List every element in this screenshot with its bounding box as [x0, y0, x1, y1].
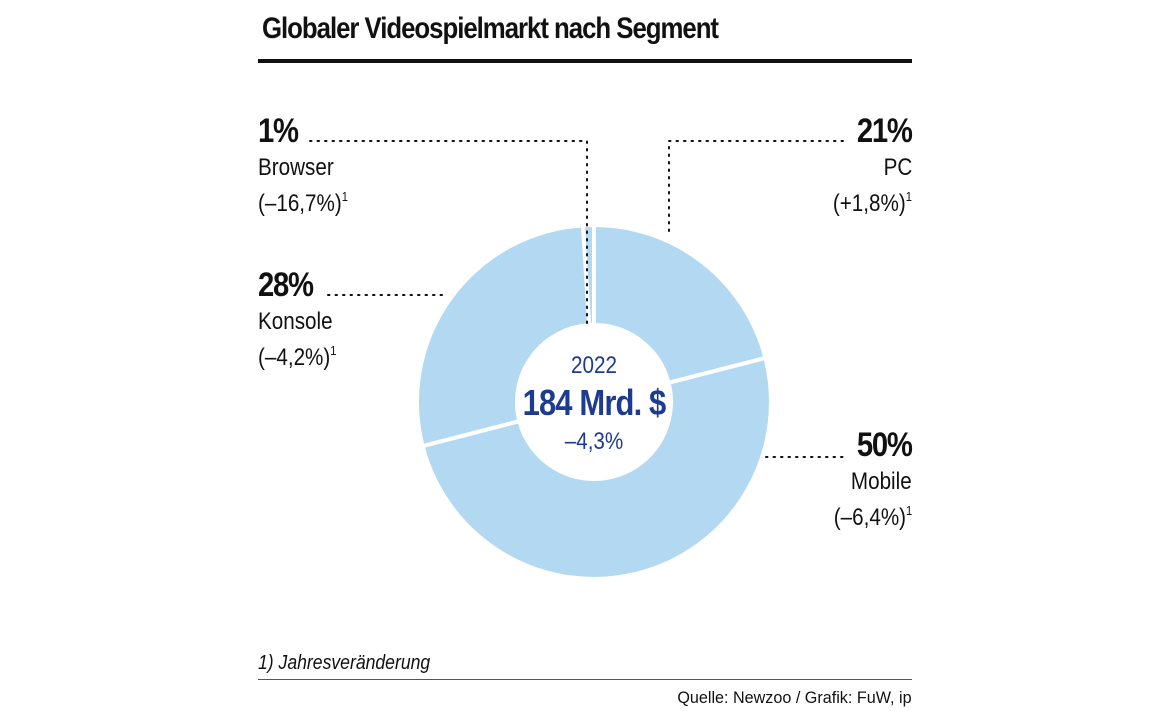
pct-konsole: 28% [258, 266, 314, 304]
center-year: 2022 [571, 352, 617, 379]
slice-pc [592, 222, 768, 386]
center-total: 184 Mrd. $ [522, 382, 667, 423]
pct-browser: 1% [258, 112, 299, 150]
slice-konsole [415, 223, 592, 449]
footnote: 1) Jahresveränderung [258, 652, 431, 674]
change-konsole: (–4,2%)1 [258, 343, 337, 371]
title-rule [258, 59, 912, 63]
source-credit: Quelle: Newzoo / Grafik: FuW, ip [677, 688, 912, 707]
leader-pc [668, 140, 844, 233]
leader-browser [309, 140, 588, 326]
name-mobile: Mobile [851, 468, 912, 495]
donut-slices [415, 222, 773, 581]
label-browser: 1% [258, 114, 304, 148]
change-pc: (+1,8%)1 [832, 189, 912, 217]
leader-lines [309, 140, 844, 458]
label-pc: 21% [848, 112, 913, 150]
name-konsole: Konsole [258, 308, 333, 335]
center-change: –4,3% [564, 428, 624, 455]
label-konsole: 28% [258, 268, 322, 302]
pct-mobile: 50% [857, 426, 913, 464]
change-browser: (–16,7%)1 [258, 189, 348, 217]
name-browser: Browser [258, 154, 334, 181]
slice-mobile [420, 355, 773, 581]
name-pc: PC [883, 154, 912, 181]
label-mobile: 50% [848, 426, 913, 464]
chart-title: Globaler Videospielmarkt nach Segment [262, 12, 719, 45]
footer-rule [258, 679, 912, 680]
change-mobile: (–6,4%)1 [833, 503, 912, 531]
pct-pc: 21% [857, 112, 913, 150]
